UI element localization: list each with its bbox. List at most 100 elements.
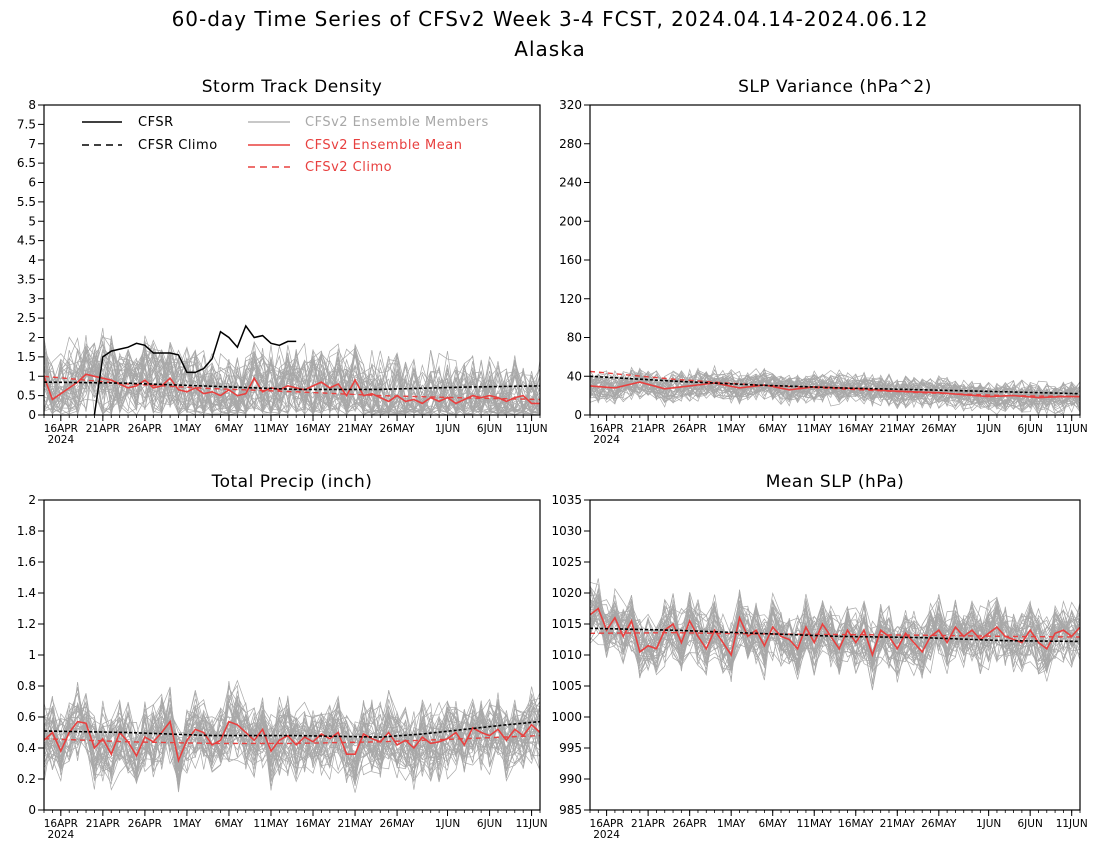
- y-tick-label: 320: [559, 98, 582, 112]
- ensemble-member-line: [590, 373, 1080, 415]
- y-tick-label: 1020: [551, 586, 582, 600]
- cfsr-climo-line: [44, 381, 540, 391]
- panel-title: SLP Variance (hPa^2): [738, 77, 932, 97]
- ensemble-mean-line: [44, 719, 540, 764]
- plot-area: [590, 364, 1080, 415]
- ensemble-member-line: [44, 343, 540, 415]
- y-tick-label: 40: [567, 369, 582, 383]
- x-tick-label: 11JUN: [1056, 818, 1088, 830]
- ensemble-member-line: [44, 698, 540, 783]
- y-tick-label: 0: [28, 803, 36, 817]
- ensemble-member-line: [44, 348, 540, 415]
- y-tick-label: 0.6: [17, 710, 36, 724]
- y-tick-label: 0.8: [17, 679, 36, 693]
- y-tick-label: 5.5: [17, 195, 36, 209]
- y-tick-label: 120: [559, 292, 582, 306]
- x-tick-label: 26MAY: [921, 818, 957, 830]
- x-tick-label: 26APR: [673, 423, 707, 435]
- ensemble-member-line: [44, 686, 540, 782]
- cfsr-climo-line: [590, 375, 1080, 395]
- cfsr-climo-line: [590, 627, 1080, 643]
- ensemble-member-line: [590, 367, 1080, 415]
- x-tick-label: 6JUN: [1018, 423, 1043, 435]
- plot-area: [44, 324, 540, 415]
- x-tick-label: 21MAY: [880, 423, 916, 435]
- panel-title: Mean SLP (hPa): [766, 472, 905, 492]
- x-year-label: 2024: [593, 829, 620, 841]
- x-tick-label: 6JUN: [477, 423, 502, 435]
- panel-mean-slp: Mean SLP (hPa) 985 990 995 1000 1005 1010 1015 1…: [551, 472, 1087, 841]
- y-tick-label: 1015: [551, 617, 582, 631]
- y-tick-label: 2: [28, 493, 36, 507]
- x-tick-label: 11JUN: [516, 423, 548, 435]
- ensemble-member-line: [44, 686, 540, 784]
- ensemble-member-line: [44, 349, 540, 415]
- x-tick-label: 21APR: [86, 423, 120, 435]
- y-tick-label: 3: [28, 292, 36, 306]
- x-tick-label: 1JUN: [976, 423, 1001, 435]
- ensemble-member-line: [44, 679, 540, 791]
- x-year-label: 2024: [47, 434, 74, 446]
- x-tick-label: 21MAY: [880, 818, 916, 830]
- x-tick-label: 11MAY: [797, 423, 833, 435]
- x-tick-label: 6MAY: [758, 818, 787, 830]
- y-tick-label: 1: [28, 369, 36, 383]
- y-tick-label: 4.5: [17, 234, 36, 248]
- legend-cfsr-climo-label: CFSR Climo: [138, 138, 218, 153]
- x-year-label: 2024: [47, 829, 74, 841]
- y-tick-label: 0.5: [17, 389, 36, 403]
- x-tick-label: 1JUN: [435, 818, 460, 830]
- x-tick-label: 11MAY: [253, 818, 289, 830]
- y-tick-label: 6: [28, 176, 36, 190]
- x-tick-label: 1JUN: [976, 818, 1001, 830]
- x-tick-label: 16APR: [590, 423, 624, 435]
- legend-cfsv2-climo-label: CFSv2 Climo: [305, 160, 392, 175]
- ensemble-member-line: [44, 348, 540, 415]
- y-tick-label: 1.6: [17, 555, 36, 569]
- cfsr-climo-line: [44, 720, 540, 738]
- y-tick-label: 8: [28, 98, 36, 112]
- y-tick-label: 1.2: [17, 617, 36, 631]
- panel-slp-variance: SLP Variance (hPa^2) 0 40 80 120 160 200 240 280…: [559, 77, 1088, 446]
- x-tick-label: 16APR: [590, 818, 624, 830]
- ensemble-member-line: [590, 369, 1080, 410]
- ensemble-member-line: [44, 336, 540, 415]
- ensemble-member-line: [590, 605, 1080, 665]
- x-tick-label: 21APR: [86, 818, 120, 830]
- x-tick-label: 21APR: [631, 818, 665, 830]
- ensemble-member-line: [44, 342, 540, 415]
- figure-title: 60-day Time Series of CFSv2 Week 3-4 FCS…: [172, 7, 929, 31]
- x-tick-label: 1MAY: [173, 423, 202, 435]
- plot-area: [44, 679, 540, 793]
- x-tick-label: 11MAY: [253, 423, 289, 435]
- x-tick-label: 21MAY: [337, 423, 373, 435]
- ensemble-member-line: [590, 607, 1080, 673]
- ensemble-mean-line: [44, 373, 540, 405]
- figure-subtitle: Alaska: [514, 37, 585, 61]
- y-tick-label: 1010: [551, 648, 582, 662]
- plot-area: [590, 578, 1080, 691]
- x-tick-label: 1MAY: [173, 818, 202, 830]
- x-tick-label: 11MAY: [797, 818, 833, 830]
- x-tick-label: 26APR: [673, 818, 707, 830]
- x-tick-label: 6MAY: [215, 423, 244, 435]
- y-tick-label: 4: [28, 253, 36, 267]
- plot-frame: [589, 499, 1081, 811]
- y-tick-label: 80: [567, 331, 582, 345]
- legend-ens-mean-label: CFSv2 Ensemble Mean: [305, 138, 462, 153]
- legend: CFSR CFSR Climo CFSv2 Ensemble Members C…: [82, 115, 488, 175]
- x-tick-label: 21APR: [631, 423, 665, 435]
- x-tick-label: 16MAY: [838, 423, 874, 435]
- ensemble-member-line: [44, 350, 540, 415]
- ensemble-member-line: [44, 684, 540, 785]
- x-tick-label: 11JUN: [516, 818, 548, 830]
- y-tick-label: 1000: [551, 710, 582, 724]
- ensemble-mean-line: [590, 381, 1080, 399]
- y-tick-label: 6.5: [17, 156, 36, 170]
- y-tick-label: 280: [559, 137, 582, 151]
- x-tick-label: 16MAY: [295, 423, 331, 435]
- panel-storm-track-density: Storm Track Density 0 0.5 1 1.5 2 2.5 3 3.5 4 4.5 5…: [17, 77, 548, 446]
- x-tick-label: 26APR: [128, 818, 162, 830]
- y-tick-label: 7: [28, 137, 36, 151]
